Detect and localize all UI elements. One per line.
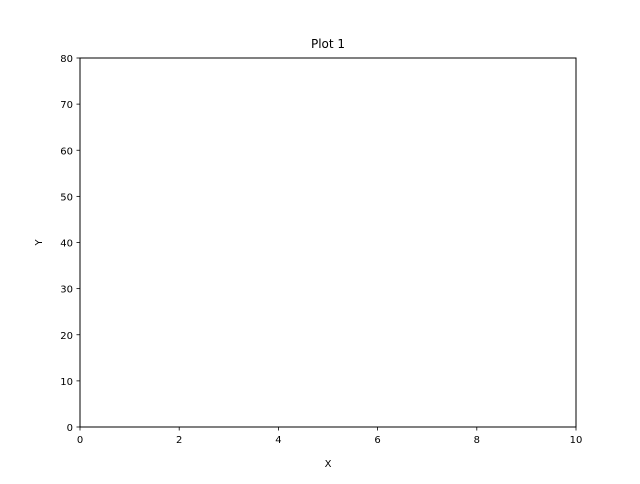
x-tick-label: 2 [176, 435, 182, 446]
y-tick-label: 60 [60, 146, 73, 157]
y-tick-label: 40 [60, 239, 73, 250]
y-axis: 0 10 20 30 40 50 60 70 80 [60, 54, 80, 434]
x-tick-label: 0 [77, 435, 83, 446]
y-tick-label: 30 [60, 285, 73, 296]
y-tick-label: 50 [60, 192, 73, 203]
chart-title: Plot 1 [311, 37, 345, 51]
x-tick-label: 10 [570, 435, 583, 446]
x-tick-label: 8 [474, 435, 480, 446]
x-tick-label: 4 [275, 435, 281, 446]
plot-area [79, 57, 577, 428]
y-tick-label: 0 [67, 423, 73, 434]
y-tick-label: 10 [60, 377, 73, 388]
y-axis-label: Y [34, 239, 45, 247]
x-axis-label: X [325, 459, 332, 470]
y-tick-label: 70 [60, 100, 73, 111]
y-tick-label: 20 [60, 331, 73, 342]
x-axis: 0 2 4 6 8 10 [77, 427, 583, 446]
y-tick-label: 80 [60, 54, 73, 65]
x-tick-label: 6 [374, 435, 380, 446]
